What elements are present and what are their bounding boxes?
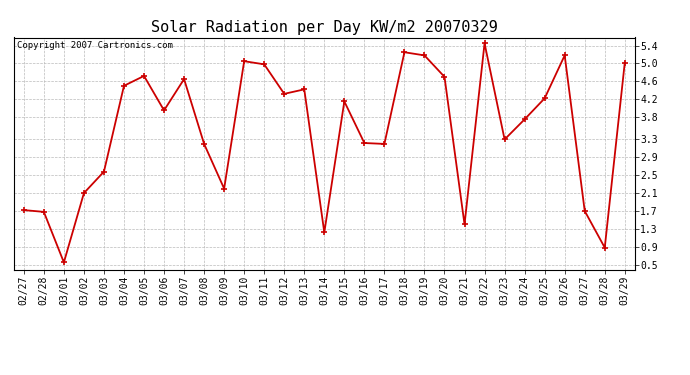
- Title: Solar Radiation per Day KW/m2 20070329: Solar Radiation per Day KW/m2 20070329: [151, 20, 497, 35]
- Text: Copyright 2007 Cartronics.com: Copyright 2007 Cartronics.com: [17, 41, 172, 50]
